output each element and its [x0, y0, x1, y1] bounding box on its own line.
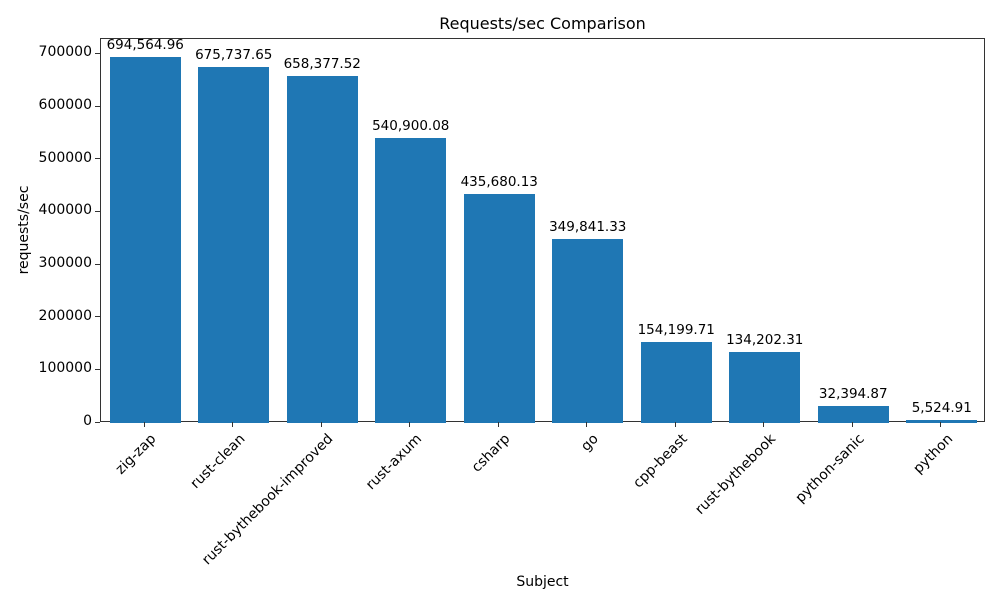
chart-title: Requests/sec Comparison — [439, 14, 646, 33]
bar-value-label: 658,377.52 — [283, 56, 361, 73]
y-tick-mark — [95, 105, 100, 107]
bar-value-label: 134,202.31 — [726, 332, 804, 349]
x-axis-label: Subject — [516, 574, 569, 590]
x-tick-label: python-sanic — [792, 431, 868, 507]
y-tick-mark — [95, 316, 100, 318]
y-tick-mark — [95, 52, 100, 54]
y-tick-mark — [95, 368, 100, 370]
bar-value-label: 32,394.87 — [818, 385, 888, 402]
x-tick-mark — [497, 422, 499, 427]
bar-value-label: 675,737.65 — [195, 47, 273, 64]
x-tick-mark — [232, 422, 234, 427]
y-tick-label: 600000 — [38, 97, 92, 114]
x-tick-mark — [143, 422, 145, 427]
bar-value-label: 694,564.96 — [106, 37, 184, 54]
bar — [906, 420, 978, 423]
y-tick-label: 500000 — [38, 149, 92, 166]
x-tick-mark — [763, 422, 765, 427]
x-tick-label: cpp-beast — [630, 431, 691, 492]
x-tick-mark — [940, 422, 942, 427]
y-tick-label: 400000 — [38, 202, 92, 219]
bar-value-label: 349,841.33 — [549, 218, 627, 235]
x-tick-label: python — [910, 431, 957, 477]
x-tick-label: go — [578, 431, 603, 455]
bar — [817, 405, 889, 423]
x-tick-label: rust-bythebook — [692, 431, 780, 518]
x-tick-mark — [851, 422, 853, 427]
y-tick-label: 300000 — [38, 255, 92, 272]
x-tick-mark — [320, 422, 322, 427]
bar-value-label: 540,900.08 — [372, 118, 450, 135]
y-tick-mark — [95, 158, 100, 160]
bar — [198, 67, 270, 423]
y-tick-label: 200000 — [38, 307, 92, 324]
bar — [463, 193, 535, 423]
y-tick-mark — [95, 263, 100, 265]
x-tick-mark — [674, 422, 676, 427]
y-tick-mark — [95, 210, 100, 212]
x-tick-label: rust-clean — [187, 431, 249, 492]
bar — [729, 352, 801, 423]
bar — [640, 341, 712, 423]
y-tick-label: 100000 — [38, 360, 92, 377]
x-tick-mark — [586, 422, 588, 427]
x-tick-label: rust-axum — [362, 431, 426, 494]
y-tick-mark — [95, 421, 100, 423]
bar — [109, 57, 181, 423]
bar — [552, 238, 624, 423]
x-tick-label: zig-zap — [112, 431, 160, 478]
x-tick-mark — [409, 422, 411, 427]
y-tick-label: 0 — [83, 413, 92, 429]
bar — [375, 138, 447, 423]
bar — [286, 76, 358, 423]
y-tick-label: 700000 — [38, 44, 92, 61]
bar-value-label: 154,199.71 — [637, 321, 715, 338]
bar-value-label: 435,680.13 — [460, 173, 538, 190]
bar-value-label: 5,524.91 — [911, 400, 972, 417]
x-tick-label: csharp — [468, 431, 514, 476]
plot-area: 694,564.96 675,737.65 658,377.52 540,900.08… — [100, 37, 985, 423]
